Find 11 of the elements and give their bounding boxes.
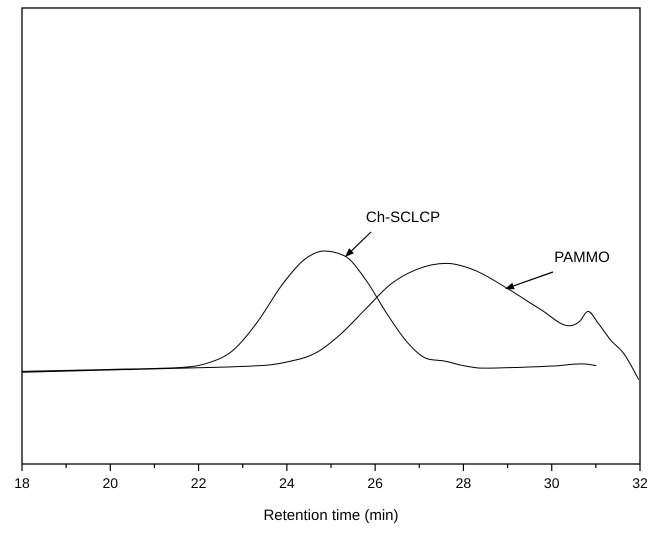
x-axis-title: Retention time (min) [263, 507, 399, 524]
x-tick-label: 24 [279, 475, 295, 491]
x-tick-label: 32 [632, 475, 648, 491]
x-tick-label: 26 [367, 475, 384, 491]
x-tick-label: 28 [456, 475, 472, 491]
x-tick-label: 20 [102, 475, 118, 491]
text: PAMMO [554, 249, 610, 266]
text: Ch-SCLCP [366, 209, 440, 226]
x-tick-label: 18 [14, 475, 30, 491]
x-tick-label: 22 [190, 475, 207, 491]
x-tick-label: 30 [544, 475, 560, 491]
